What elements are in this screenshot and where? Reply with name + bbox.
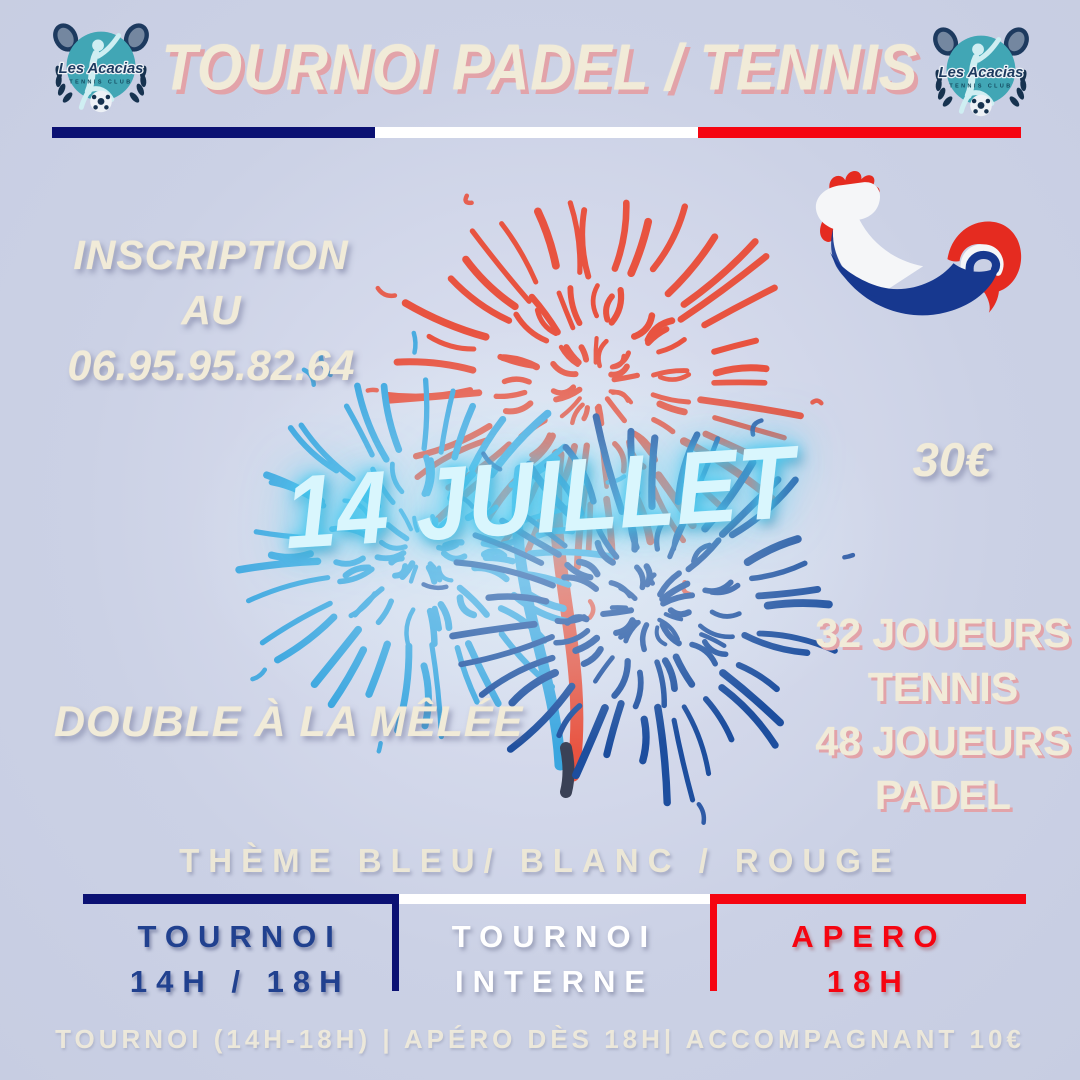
- schedule-apero: APERO 18H: [712, 910, 1026, 1004]
- players-line: 32 JOUEURS: [815, 610, 1071, 656]
- bar-segment-blue: [52, 127, 375, 138]
- bar-segment-red: [711, 894, 1026, 904]
- french-rooster-icon: [815, 170, 1022, 316]
- rocket-trail-tip: [560, 742, 575, 798]
- bar-segment-blue: [83, 894, 398, 904]
- players-line: TENNIS: [867, 664, 1019, 710]
- theme-line: THÈME BLEU/ BLANC / ROUGE: [179, 842, 901, 879]
- footer-info: TOURNOI (14H-18H) | APÉRO DÈS 18H| ACCOM…: [55, 1024, 1025, 1054]
- players-block: 32 JOUEURS TENNIS 48 JOUEURS PADEL: [808, 606, 1078, 822]
- schedule-tournoi-interne: TOURNOI INTERNE: [397, 910, 711, 1004]
- format-label: DOUBLE À LA MÊLÉE: [54, 698, 524, 746]
- players-line: 48 JOUEURS: [815, 718, 1071, 764]
- schedule-tournoi-main: TOURNOI 14H / 18H: [83, 910, 397, 1004]
- price: 30€: [912, 433, 992, 486]
- bar-segment-white: [397, 894, 712, 904]
- bar-segment-red: [698, 127, 1021, 138]
- club-logo-left: Les Acacias TENNIS CLUB: [53, 23, 149, 113]
- schedule-label: TOURNOI: [451, 919, 658, 954]
- club-name-text: Les Acacias: [939, 65, 1024, 81]
- inscription-line2: AU: [181, 287, 241, 333]
- divider-blue: [392, 894, 399, 991]
- club-subtitle-text: TENNIS CLUB: [949, 84, 1012, 90]
- bar-segment-white: [375, 127, 698, 138]
- schedule-time: INTERNE: [454, 964, 655, 999]
- tricolor-bar-bottom: [83, 894, 1026, 904]
- club-name-text: Les Acacias: [59, 61, 144, 77]
- schedule-label: TOURNOI: [137, 919, 343, 954]
- schedule: TOURNOI 14H / 18H TOURNOI INTERNE APERO …: [83, 910, 1026, 1004]
- club-subtitle-text: TENNIS CLUB: [69, 80, 132, 86]
- schedule-time: 18H: [826, 964, 911, 999]
- divider-red: [710, 894, 717, 991]
- inscription-block: INSCRIPTION AU 06.95.95.82.64: [36, 228, 386, 394]
- tricolor-bar-top: [52, 127, 1021, 138]
- poster-title: TOURNOI PADEL / TENNIS: [161, 31, 919, 104]
- club-logo-right: Les Acacias TENNIS CLUB: [933, 27, 1029, 117]
- inscription-line1: INSCRIPTION: [73, 232, 349, 278]
- inscription-phone: 06.95.95.82.64: [67, 342, 355, 390]
- schedule-time: 14H / 18H: [129, 964, 351, 999]
- players-line: PADEL: [875, 772, 1011, 818]
- schedule-label: APERO: [791, 919, 947, 954]
